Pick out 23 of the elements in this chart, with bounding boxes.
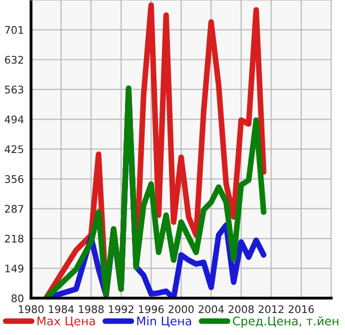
y-tick-label: 425	[4, 145, 24, 154]
x-tick-label: 2008	[228, 305, 254, 314]
y-tick-label: 287	[4, 204, 24, 213]
x-tick-label: 1984	[48, 305, 74, 314]
y-tick-label: 632	[4, 56, 24, 64]
x-tick-label: 1996	[139, 305, 164, 314]
x-tick-label: 2000	[168, 305, 194, 314]
y-tick-label: 701	[5, 26, 24, 34]
legend-label: Max Цена	[38, 316, 95, 328]
x-tick-label: 1988	[78, 305, 104, 314]
y-tick-label: 218	[4, 234, 24, 243]
x-tick-label: 2012	[258, 305, 284, 314]
x-tick-label: 1980	[18, 305, 44, 314]
legend-label: Min Цена	[137, 316, 192, 328]
y-tick-label: 356	[5, 175, 24, 183]
x-tick-label: 2004	[198, 305, 224, 314]
y-tick-label: 563	[5, 86, 24, 94]
y-tick-label: 80	[12, 294, 24, 302]
x-tick-label: 2016	[288, 305, 314, 314]
y-tick-label: 494	[4, 115, 24, 124]
legend-label: Сред.Цена, т.йен	[232, 316, 338, 328]
x-tick-label: 1992	[108, 305, 134, 314]
y-tick-label: 149	[5, 264, 24, 272]
